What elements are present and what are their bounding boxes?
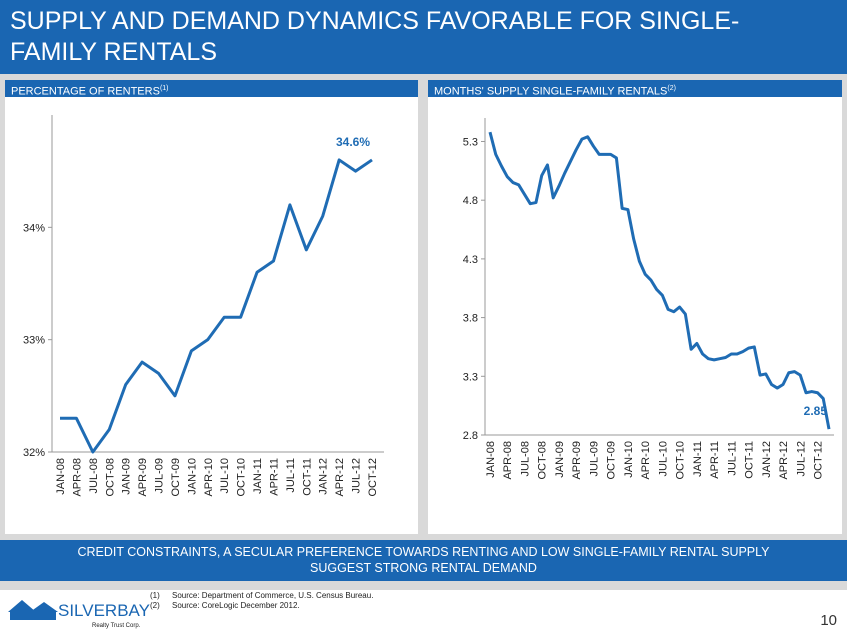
x-tick-label: JAN-12 — [318, 458, 330, 495]
x-tick-label: OCT-11 — [301, 458, 313, 496]
x-tick-label: JAN-08 — [55, 458, 67, 495]
y-tick-label: 3.8 — [463, 313, 478, 325]
x-tick-label: JUL-08 — [519, 441, 531, 476]
x-tick-label: APR-08 — [71, 458, 83, 497]
x-tick-label: JAN-09 — [121, 458, 133, 495]
logo-text: SILVERBAY — [58, 601, 150, 620]
footnote-text: Source: Department of Commerce, U.S. Cen… — [172, 591, 374, 600]
x-tick-label: APR-11 — [268, 458, 280, 496]
value-label: 2.85 — [804, 404, 828, 418]
x-tick-label: JUL-12 — [351, 458, 363, 493]
y-tick-label: 32% — [23, 447, 45, 459]
x-tick-label: JUL-10 — [657, 441, 669, 476]
footnote-marker: (2) — [150, 601, 160, 610]
data-line — [60, 158, 373, 454]
x-tick-label: APR-10 — [203, 458, 215, 497]
data-line — [488, 131, 831, 430]
x-tick-label: OCT-12 — [367, 458, 379, 497]
y-tick-label: 2.8 — [463, 430, 478, 442]
x-tick-label: JUL-09 — [588, 441, 600, 476]
footnotes: (1) Source: Department of Commerce, U.S. … — [150, 591, 373, 611]
logo-house — [10, 612, 56, 620]
x-tick-label: JUL-09 — [154, 458, 166, 493]
footnote-marker: (1) — [150, 591, 160, 600]
slide-title: SUPPLY AND DEMAND DYNAMICS FAVORABLE FOR… — [10, 7, 740, 66]
y-tick-label: 33% — [23, 335, 45, 347]
x-tick-label: OCT-08 — [104, 458, 116, 497]
x-tick-label: JAN-10 — [623, 441, 635, 478]
footnote-text: Source: CoreLogic December 2012. — [172, 601, 300, 610]
footnote: (1) Source: Department of Commerce, U.S. … — [150, 591, 373, 601]
x-tick-label: APR-09 — [571, 441, 583, 480]
x-tick-label: APR-12 — [778, 441, 790, 480]
x-tick-label: JUL-11 — [285, 458, 297, 493]
section-title-text: MONTHS' SUPPLY SINGLE-FAMILY RENTALS — [434, 85, 668, 98]
header: SUPPLY AND DEMAND DYNAMICS FAVORABLE FOR… — [0, 0, 847, 74]
x-tick-label: JUL-08 — [88, 458, 100, 493]
x-tick-label: JUL-12 — [795, 441, 807, 476]
section-note: (1) — [159, 85, 169, 92]
x-tick-label: JAN-08 — [485, 441, 497, 478]
x-tick-label: JAN-10 — [186, 458, 198, 495]
x-tick-label: JAN-12 — [761, 441, 773, 478]
x-tick-label: APR-09 — [137, 458, 149, 497]
x-tick-label: OCT-08 — [537, 441, 549, 480]
x-tick-label: JAN-11 — [692, 441, 704, 477]
logo-subtext: Realty Trust Corp. — [92, 623, 141, 629]
y-tick-label: 5.3 — [463, 136, 478, 148]
section-title-text: PERCENTAGE OF RENTERS — [11, 85, 160, 98]
x-tick-label: JAN-09 — [554, 441, 566, 478]
x-tick-label: JAN-11 — [252, 458, 264, 494]
logo: SILVERBAY Realty Trust Corp. — [8, 600, 150, 629]
x-tick-label: APR-08 — [502, 441, 514, 480]
x-tick-label: OCT-10 — [236, 458, 248, 497]
page-number: 10 — [820, 612, 837, 629]
x-tick-label: OCT-12 — [813, 441, 825, 480]
chart-panel — [428, 97, 842, 534]
y-tick-label: 34% — [23, 222, 45, 234]
section-title: PERCENTAGE OF RENTERS(1) — [5, 80, 418, 98]
banner-text: CREDIT CONSTRAINTS, A SECULAR PREFERENCE… — [77, 545, 770, 575]
logo-roof — [8, 600, 58, 612]
x-tick-label: APR-12 — [334, 458, 346, 497]
x-tick-label: APR-10 — [640, 441, 652, 480]
y-tick-label: 4.8 — [463, 195, 478, 207]
y-tick-label: 3.3 — [463, 371, 478, 383]
x-tick-label: OCT-09 — [170, 458, 182, 497]
x-tick-label: OCT-11 — [744, 441, 756, 479]
x-tick-label: JUL-11 — [726, 441, 738, 476]
x-tick-label: OCT-10 — [675, 441, 687, 480]
x-tick-label: OCT-09 — [606, 441, 618, 480]
x-tick-label: JUL-10 — [219, 458, 231, 493]
footnote: (2) Source: CoreLogic December 2012. — [150, 601, 373, 611]
section-note: (2) — [667, 85, 676, 92]
x-tick-label: APR-11 — [709, 441, 721, 479]
section-title: MONTHS' SUPPLY SINGLE-FAMILY RENTALS(2) — [428, 80, 842, 98]
value-label: 34.6% — [336, 135, 370, 149]
y-tick-label: 4.3 — [463, 254, 478, 266]
banner: CREDIT CONSTRAINTS, A SECULAR PREFERENCE… — [0, 540, 847, 581]
chart-panel — [5, 97, 418, 534]
